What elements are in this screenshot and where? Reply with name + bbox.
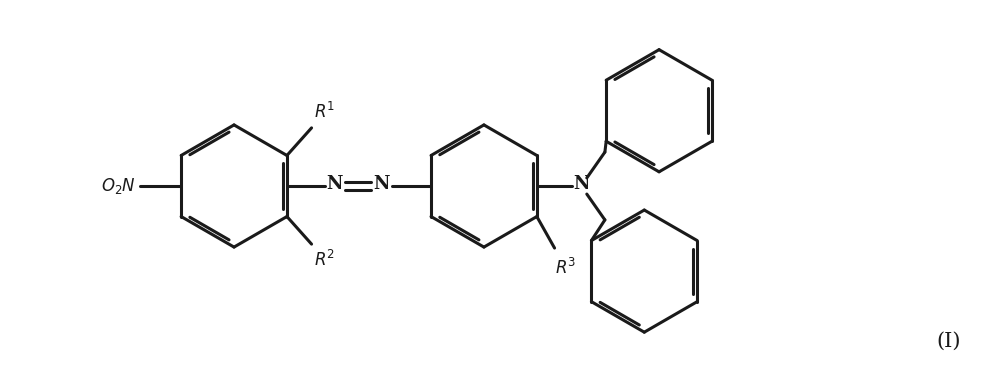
Text: $O_2N$: $O_2N$ [101,176,136,196]
Text: N: N [326,175,342,193]
Text: N: N [573,175,589,193]
Text: $R^2$: $R^2$ [314,250,335,270]
Text: (Ⅰ): (Ⅰ) [936,332,960,351]
Text: $R^3$: $R^3$ [555,258,576,278]
Text: $R^1$: $R^1$ [314,102,335,122]
Text: N: N [373,175,390,193]
